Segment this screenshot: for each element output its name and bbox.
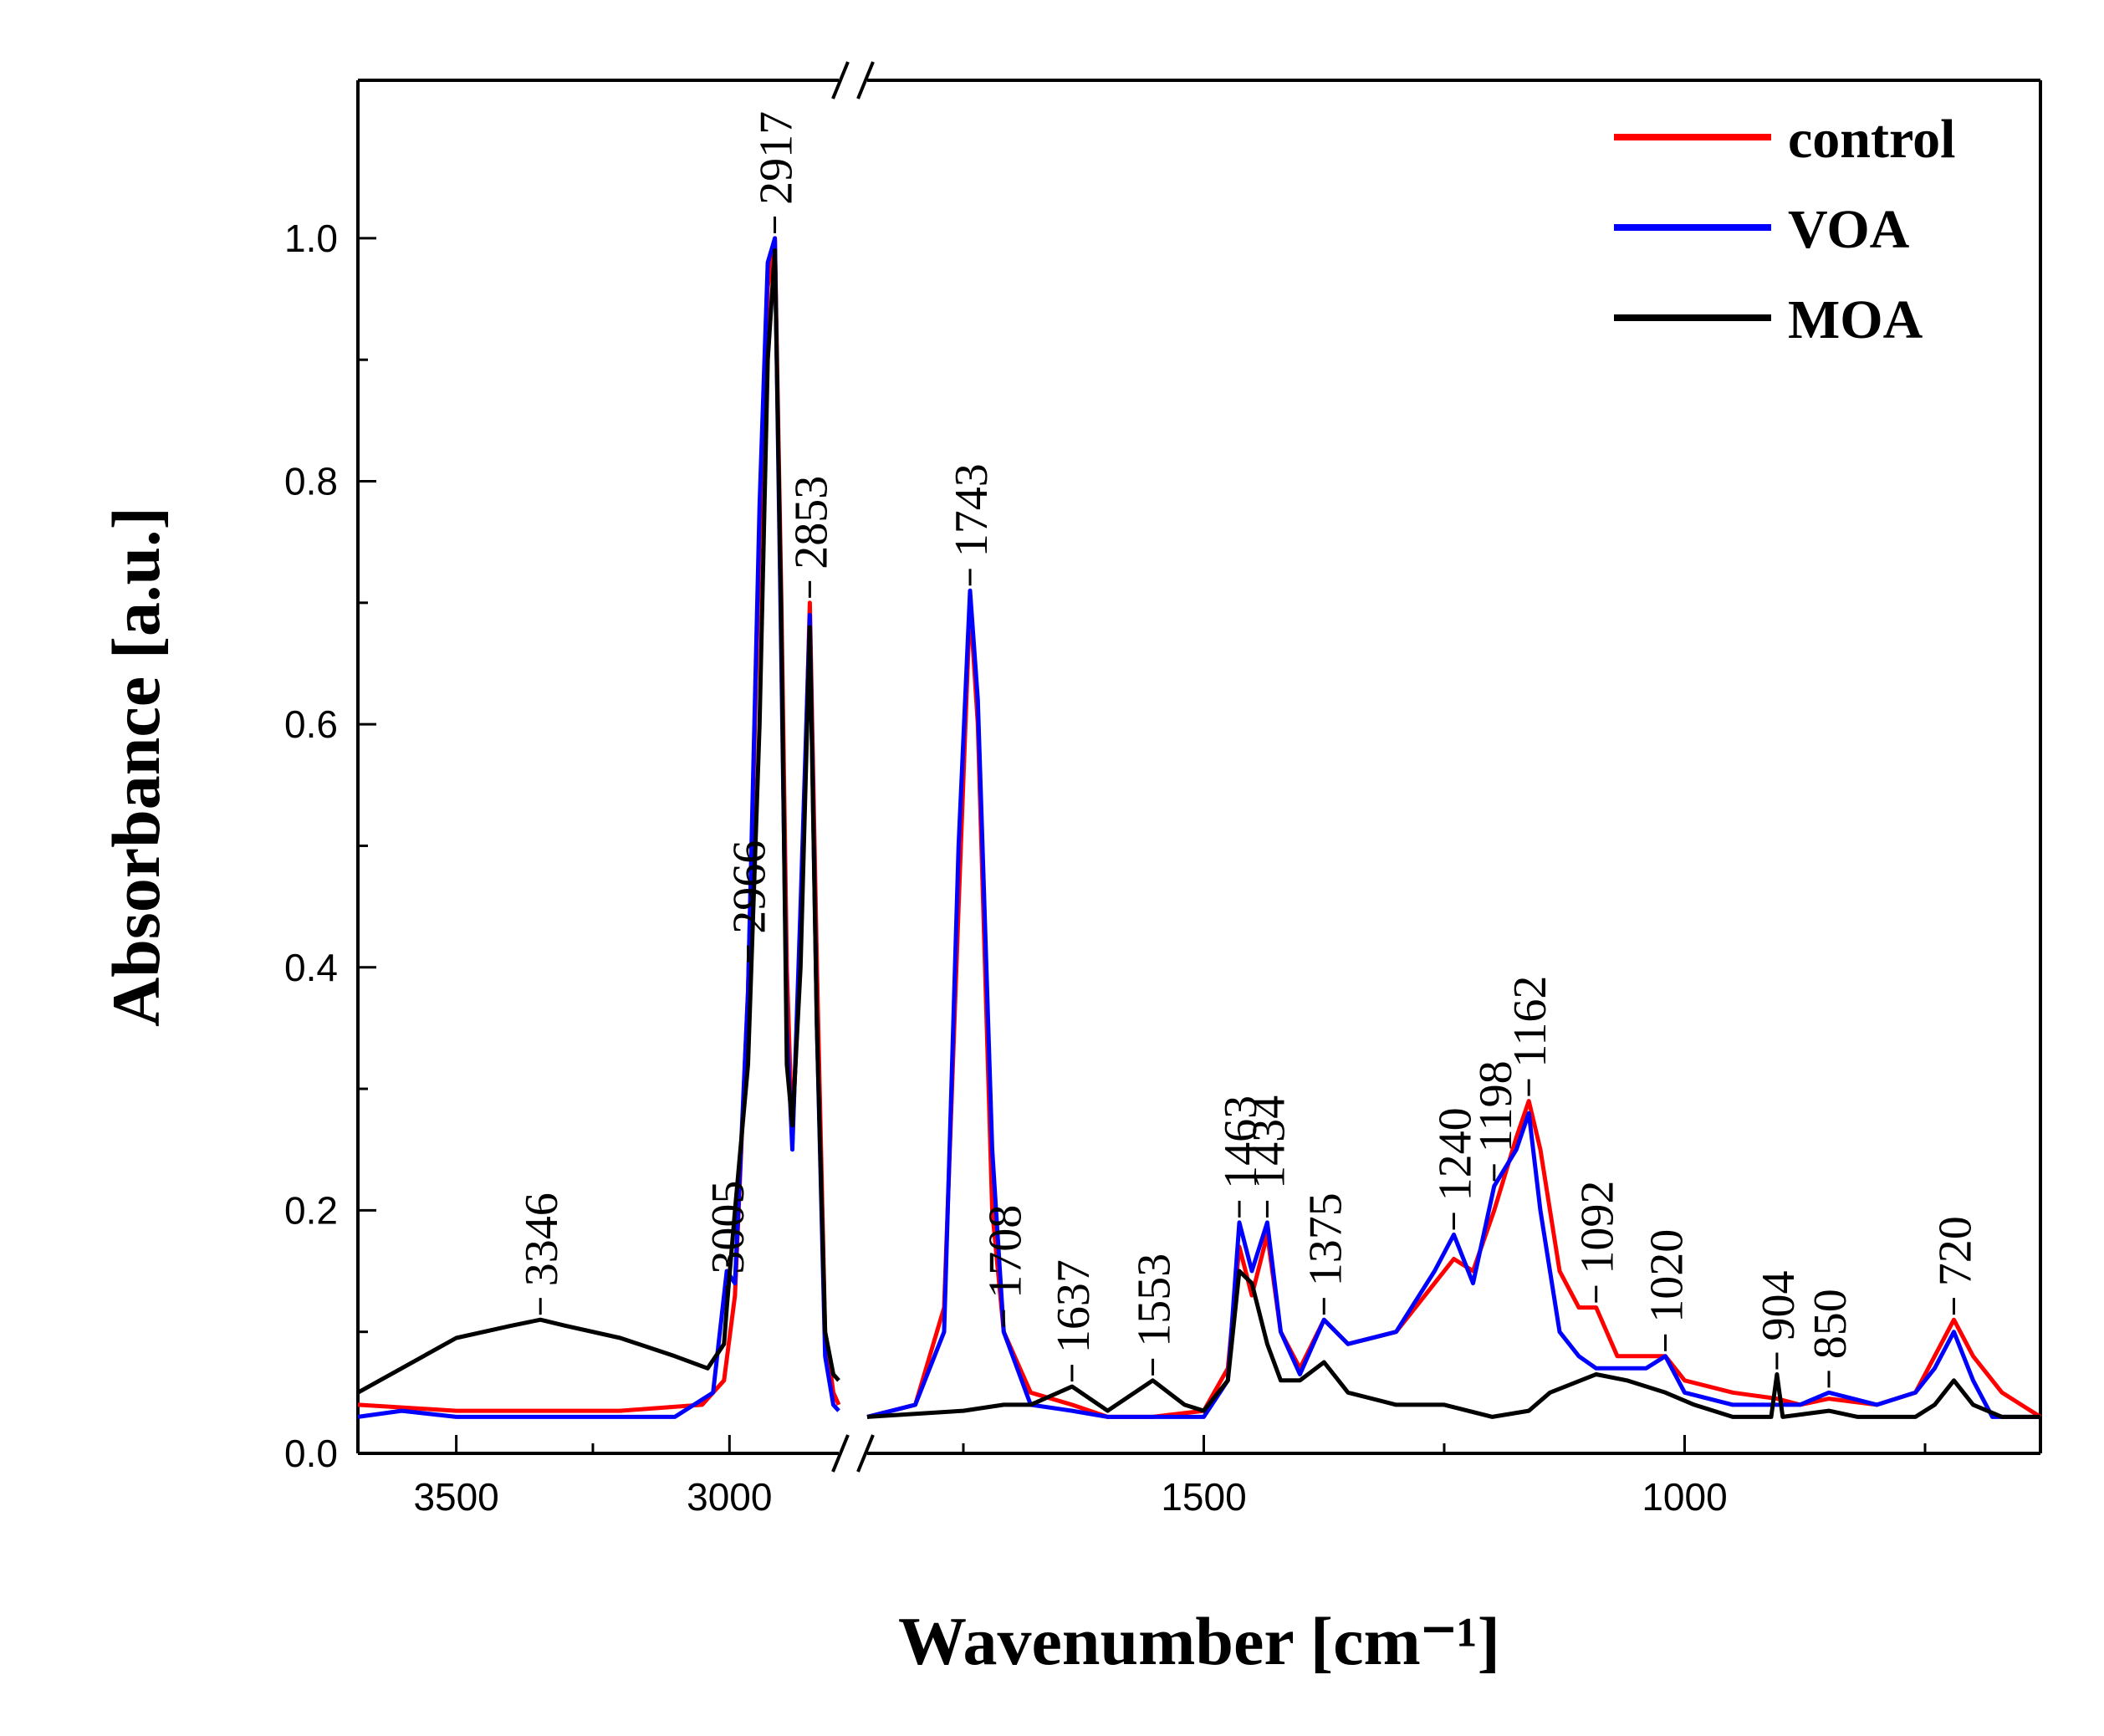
peak-label: 1708 bbox=[979, 1205, 1031, 1299]
legend-label-control: control bbox=[1788, 109, 1955, 170]
y-tick-label: 0.8 bbox=[284, 460, 338, 503]
y-tick-label: 0.0 bbox=[284, 1432, 338, 1475]
axis-break-bottom-1 bbox=[831, 1434, 850, 1473]
peak-label: 3346 bbox=[516, 1192, 568, 1286]
y-axis-title: Absorbance [a.u.] bbox=[98, 507, 174, 1027]
peak-label: 850 bbox=[1805, 1289, 1856, 1359]
x-tick-label: 3500 bbox=[413, 1475, 498, 1519]
series-line-voa-right bbox=[866, 588, 2040, 1419]
peak-label: 1162 bbox=[1504, 976, 1556, 1068]
series-line-moa-left bbox=[356, 248, 840, 1395]
peak-label: 1020 bbox=[1642, 1229, 1693, 1323]
peak-label: 2853 bbox=[785, 476, 837, 569]
peak-label: 2966 bbox=[724, 840, 776, 934]
peak-label: 1463 bbox=[1215, 1095, 1267, 1189]
peak-annotations: 3346 3005 2966 2917 2853 1743 1708 1637 1553 1463… bbox=[516, 111, 1982, 1388]
y-axis-ticks: 0.0 0.2 0.4 0.6 0.8 1.0 bbox=[284, 217, 376, 1475]
peak-label: 1434 bbox=[1243, 1095, 1295, 1189]
peak-label: 2917 bbox=[751, 111, 803, 205]
peak-label: 3005 bbox=[702, 1181, 754, 1274]
peak-label: 904 bbox=[1753, 1271, 1805, 1341]
series-line-control-right bbox=[866, 600, 2042, 1419]
peak-label: 1637 bbox=[1048, 1259, 1100, 1353]
series-layer bbox=[356, 236, 2042, 1419]
x-axis-title: Wavenumber [cm⁻¹] bbox=[898, 1603, 1500, 1679]
y-tick-label: 0.6 bbox=[284, 702, 338, 746]
y-tick-label: 0.4 bbox=[284, 946, 338, 989]
legend: control VOA MOA bbox=[1614, 109, 1955, 350]
plot-frame bbox=[356, 61, 2042, 1473]
y-tick-label: 0.2 bbox=[284, 1188, 338, 1232]
axis-break-top-1 bbox=[831, 61, 850, 100]
peak-label: 1375 bbox=[1300, 1192, 1351, 1286]
peak-label: 1240 bbox=[1430, 1107, 1482, 1201]
y-tick-label: 1.0 bbox=[284, 217, 338, 260]
peak-label: 1743 bbox=[946, 463, 998, 557]
peak-label: 1092 bbox=[1572, 1181, 1624, 1274]
x-tick-label: 3000 bbox=[687, 1475, 772, 1519]
legend-label-moa: MOA bbox=[1788, 289, 1923, 350]
x-axis-ticks: 3500 3000 1500 1000 bbox=[413, 1435, 1927, 1519]
x-tick-label: 1500 bbox=[1161, 1475, 1246, 1519]
axis-break-bottom-2 bbox=[856, 1434, 875, 1473]
legend-label-voa: VOA bbox=[1788, 199, 1910, 260]
axis-break-top-2 bbox=[856, 61, 875, 100]
series-line-moa-right bbox=[866, 1269, 2040, 1419]
peak-label: 720 bbox=[1930, 1216, 1982, 1286]
peak-label: 1553 bbox=[1129, 1253, 1181, 1347]
peak-label: 1198 bbox=[1470, 1060, 1522, 1152]
x-tick-label: 1000 bbox=[1642, 1475, 1727, 1519]
